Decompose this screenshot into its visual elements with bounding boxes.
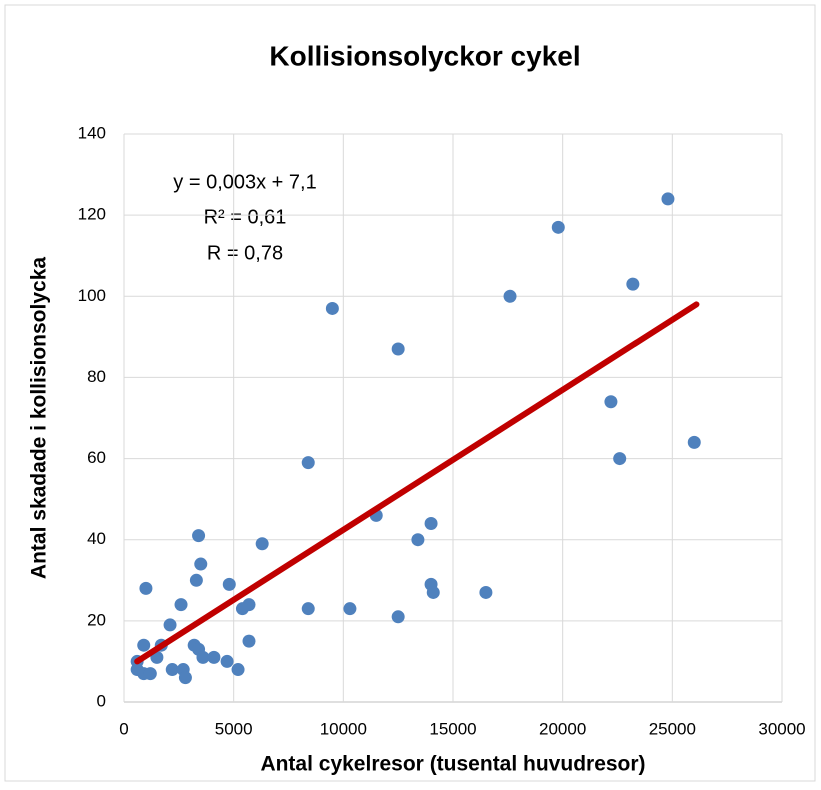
point bbox=[479, 585, 493, 599]
point bbox=[165, 663, 179, 677]
y-axis-title: Antal skadade i kollisionsolycka bbox=[28, 257, 51, 579]
x-axis-title: Antal cykelresor (tusental huvudresor) bbox=[260, 753, 645, 776]
point bbox=[242, 634, 256, 648]
point bbox=[424, 516, 438, 530]
point bbox=[551, 220, 565, 234]
point bbox=[220, 654, 234, 668]
y-tick-label: 20 bbox=[87, 610, 106, 629]
point bbox=[503, 289, 517, 303]
y-tick-label: 0 bbox=[97, 691, 106, 710]
point bbox=[231, 663, 245, 677]
point bbox=[255, 537, 269, 551]
point bbox=[192, 529, 206, 543]
x-tick-label: 20000 bbox=[539, 719, 586, 738]
y-tick-label: 80 bbox=[87, 367, 106, 386]
point bbox=[411, 533, 425, 547]
point bbox=[137, 638, 151, 652]
point bbox=[687, 435, 701, 449]
x-tick-label: 10000 bbox=[320, 719, 367, 738]
x-tick-label: 30000 bbox=[758, 719, 805, 738]
point bbox=[426, 585, 440, 599]
x-tick-label: 15000 bbox=[429, 719, 476, 738]
point bbox=[196, 650, 210, 664]
point bbox=[325, 301, 339, 315]
annotation: R² = 0,61 bbox=[204, 206, 287, 228]
point bbox=[163, 618, 177, 632]
x-tick-label: 25000 bbox=[649, 719, 696, 738]
point bbox=[235, 602, 249, 616]
point bbox=[143, 667, 157, 681]
point bbox=[613, 452, 627, 466]
point bbox=[391, 610, 405, 624]
point bbox=[189, 573, 203, 587]
point bbox=[207, 650, 221, 664]
point bbox=[604, 395, 618, 409]
x-tick-label: 5000 bbox=[215, 719, 253, 738]
point bbox=[626, 277, 640, 291]
annotation: y = 0,003x + 7,1 bbox=[173, 171, 316, 193]
annotation: R = 0,78 bbox=[207, 242, 283, 264]
chart-title: Kollisionsolyckor cykel bbox=[269, 40, 580, 71]
y-tick-label: 60 bbox=[87, 448, 106, 467]
point bbox=[174, 598, 188, 612]
trendline bbox=[134, 301, 700, 665]
y-tick-label: 140 bbox=[78, 123, 106, 142]
chart-border bbox=[4, 4, 816, 782]
point bbox=[343, 602, 357, 616]
point bbox=[301, 456, 315, 470]
point bbox=[391, 342, 405, 356]
point bbox=[178, 671, 192, 685]
y-tick-label: 40 bbox=[87, 529, 106, 548]
point bbox=[661, 192, 675, 206]
point bbox=[301, 602, 315, 616]
point bbox=[194, 557, 208, 571]
y-tick-label: 100 bbox=[78, 286, 106, 305]
x-tick-label: 0 bbox=[119, 719, 128, 738]
y-tick-label: 120 bbox=[78, 205, 106, 224]
point bbox=[222, 577, 236, 591]
point bbox=[139, 581, 153, 595]
